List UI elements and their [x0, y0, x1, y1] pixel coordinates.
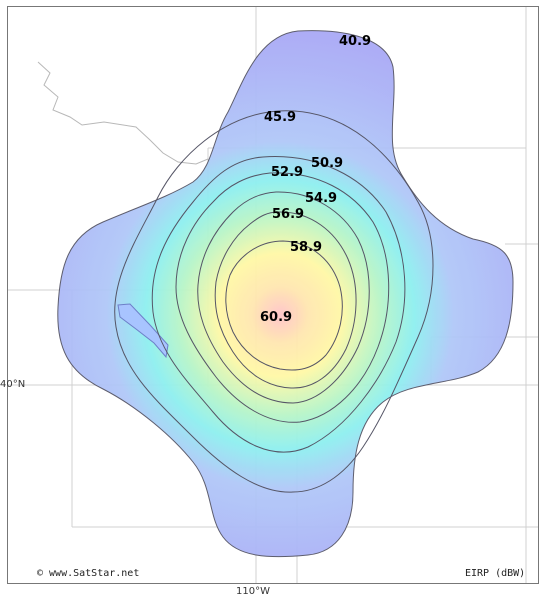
- coverage-area: [57, 30, 514, 558]
- eirp-unit-label: EIRP (dBW): [465, 568, 526, 579]
- contour-label-45-9: 45.9: [264, 110, 296, 125]
- contour-label-40-9: 40.9: [339, 34, 371, 49]
- contour-label-52-9: 52.9: [271, 165, 303, 180]
- contour-label-58-9: 58.9: [290, 240, 322, 255]
- contour-label-54-9: 54.9: [305, 191, 337, 206]
- contour-lines: [114, 110, 434, 493]
- coverage-map: 40.9 45.9 50.9 52.9 54.9 56.9 58.9 60.9: [8, 7, 538, 583]
- great-salt-lake: [117, 303, 169, 359]
- contour-45-9: [114, 110, 434, 493]
- contour-label-50-9: 50.9: [311, 156, 343, 171]
- contour-label-56-9: 56.9: [272, 207, 304, 222]
- satstar-credit: © www.SatStar.net: [37, 568, 140, 579]
- contour-54-9: [197, 191, 370, 404]
- contour-50-9: [151, 156, 406, 453]
- latitude-label: 40°N: [0, 379, 26, 390]
- state-border-north: [37, 61, 209, 165]
- map-frame: 40.9 45.9 50.9 52.9 54.9 56.9 58.9 60.9 …: [7, 6, 539, 584]
- contour-label-60-9: 60.9: [260, 310, 292, 325]
- contour-58-9: [225, 240, 343, 371]
- contour-52-9: [175, 172, 390, 423]
- contour-56-9: [214, 211, 357, 389]
- contour-labels: 40.9 45.9 50.9 52.9 54.9 56.9 58.9 60.9: [260, 34, 371, 325]
- longitude-label: 110°W: [236, 586, 270, 597]
